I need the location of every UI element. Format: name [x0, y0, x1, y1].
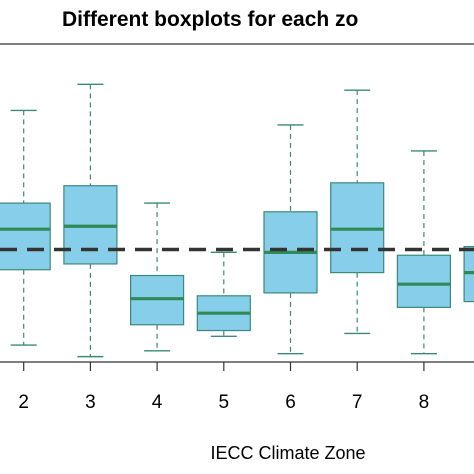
box-7 — [330, 89, 385, 335]
chart-title: Different boxplots for each zo — [62, 8, 358, 31]
iqr-box — [396, 254, 451, 308]
box-4 — [130, 202, 185, 352]
plot-area — [0, 43, 474, 363]
x-tick-label: 2 — [18, 392, 29, 413]
box-9 — [463, 245, 474, 303]
x-axis-label: IECC Climate Zone — [210, 443, 365, 463]
box-6 — [263, 124, 318, 355]
iqr-box — [0, 202, 51, 271]
x-tick-label: 5 — [219, 392, 230, 413]
x-tick-label: 6 — [285, 392, 296, 413]
x-tick-label: 3 — [85, 392, 96, 413]
box-8 — [396, 150, 451, 355]
x-tick-label: 7 — [352, 392, 363, 413]
box-3 — [63, 83, 118, 358]
x-axis: 2 3 4 5 6 7 8 — [18, 362, 429, 413]
x-tick-label: 4 — [152, 392, 163, 413]
box-5 — [196, 251, 251, 338]
x-tick-label: 8 — [419, 392, 430, 413]
box-2 — [0, 109, 51, 346]
